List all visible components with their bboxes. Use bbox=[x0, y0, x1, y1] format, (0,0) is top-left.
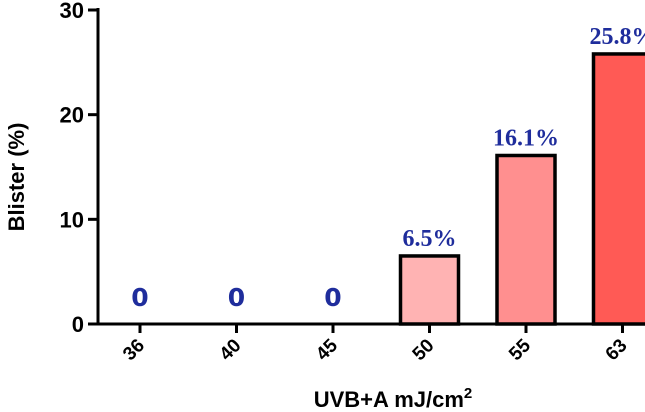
x-tick-label: 55 bbox=[505, 335, 535, 365]
y-ticks: 0 10 20 30 bbox=[60, 0, 98, 337]
y-tick-label: 20 bbox=[60, 103, 84, 128]
data-label: 6.5% bbox=[403, 226, 457, 252]
y-tick-label: 10 bbox=[60, 207, 84, 232]
data-label: 25.8% bbox=[590, 24, 645, 50]
bars bbox=[398, 52, 645, 326]
data-label: 0 bbox=[324, 283, 341, 312]
data-label: 16.1% bbox=[493, 125, 559, 151]
x-tick-label: 63 bbox=[602, 335, 632, 365]
x-tick-label: 50 bbox=[409, 335, 439, 365]
bar bbox=[398, 254, 461, 326]
y-tick-label: 0 bbox=[72, 312, 84, 337]
x-tick-label: 36 bbox=[119, 335, 149, 365]
y-tick-label: 30 bbox=[60, 0, 84, 23]
x-tick-label: 45 bbox=[312, 335, 342, 365]
data-labels: 0 0 0 6.5% 16.1% 25.8% bbox=[131, 24, 645, 312]
y-axis-title: Blister (%) bbox=[4, 123, 29, 232]
data-label: 0 bbox=[131, 283, 148, 312]
data-label: 0 bbox=[228, 283, 245, 312]
bar bbox=[495, 153, 557, 326]
bar bbox=[591, 52, 645, 326]
x-tick-label: 40 bbox=[216, 335, 246, 365]
x-axis-title-superscript: 2 bbox=[464, 385, 472, 402]
x-ticks: 36 40 45 50 55 63 bbox=[119, 324, 632, 365]
x-axis-title: UVB+A mJ/cm2 bbox=[314, 385, 473, 412]
axes bbox=[96, 8, 643, 326]
